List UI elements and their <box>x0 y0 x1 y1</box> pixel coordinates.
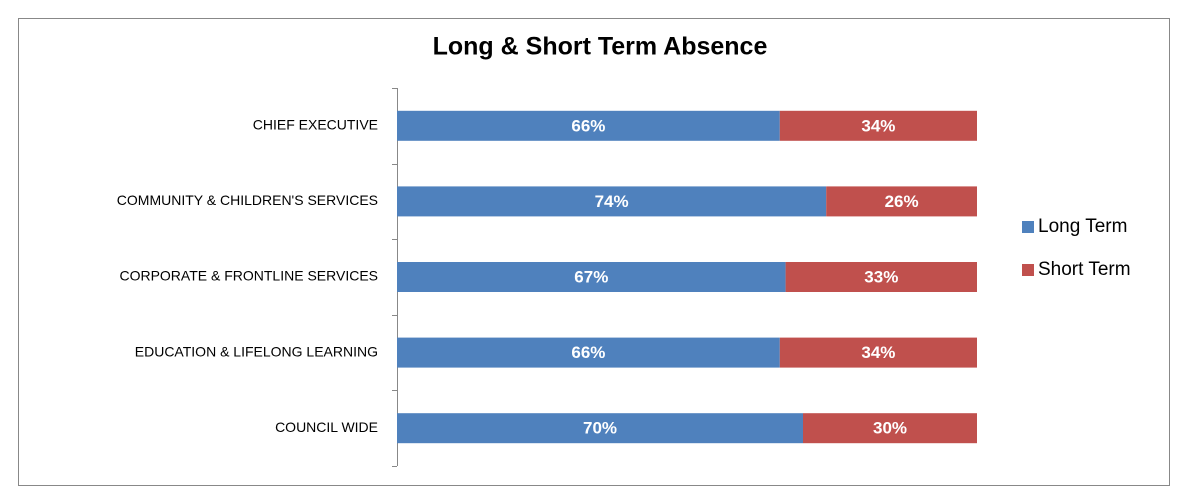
category-label: CHIEF EXECUTIVE <box>253 117 378 133</box>
value-label: 30% <box>873 419 907 438</box>
value-label: 74% <box>595 192 629 211</box>
bar-segment <box>397 413 803 444</box>
bar-segment <box>397 262 786 292</box>
value-label: 34% <box>861 116 895 135</box>
value-label: 66% <box>571 343 605 362</box>
bar-segment <box>397 110 780 141</box>
value-label: 26% <box>885 192 919 211</box>
bar-segment <box>779 110 977 141</box>
category-label: CORPORATE & FRONTLINE SERVICES <box>119 268 378 284</box>
bar-segment <box>826 186 977 217</box>
bar-segment <box>397 337 780 368</box>
bar-segment <box>803 413 977 444</box>
legend-swatch <box>1022 264 1034 276</box>
bar-segment <box>397 186 827 217</box>
value-label: 70% <box>583 419 617 438</box>
legend-swatch <box>1022 221 1034 233</box>
legend-label: Short Term <box>1038 259 1131 280</box>
bar-segment <box>785 262 977 292</box>
value-label: 33% <box>864 267 898 286</box>
category-label: EDUCATION & LIFELONG LEARNING <box>135 343 378 359</box>
value-label: 66% <box>571 116 605 135</box>
chart-frame <box>18 18 1170 486</box>
chart-title: Long & Short Term Absence <box>433 33 768 61</box>
value-label: 67% <box>574 267 608 286</box>
category-label: COMMUNITY & CHILDREN'S SERVICES <box>117 192 378 208</box>
category-label: COUNCIL WIDE <box>275 419 378 435</box>
value-label: 34% <box>861 343 895 362</box>
bar-segment <box>779 337 977 368</box>
legend-label: Long Term <box>1038 216 1127 237</box>
